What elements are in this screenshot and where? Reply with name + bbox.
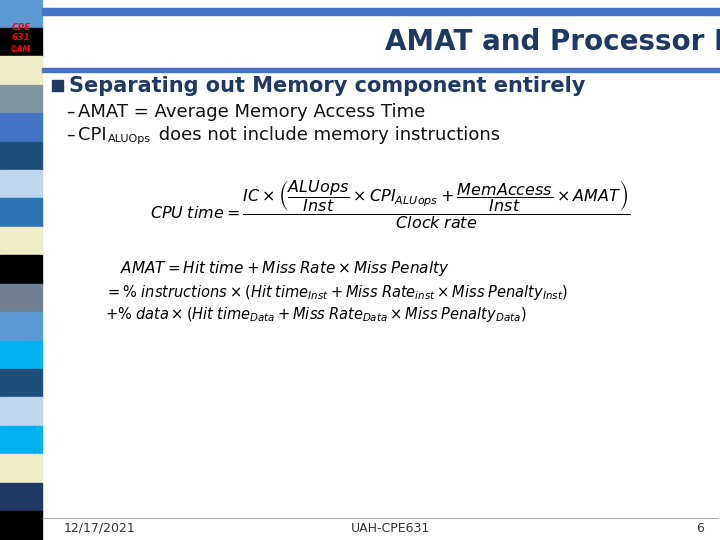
Text: –: – (66, 126, 74, 144)
Bar (0, 198, 42, 227)
Text: 631: 631 (12, 33, 30, 43)
Bar (42, 68, 720, 72)
Bar (52, 80, 63, 91)
Text: –: – (66, 103, 74, 121)
Text: does not include memory instructions: does not include memory instructions (153, 126, 500, 144)
Bar (0, 170, 42, 199)
Text: ©AM: ©AM (10, 44, 32, 53)
Bar (0, 341, 42, 369)
Text: 12/17/2021: 12/17/2021 (64, 522, 136, 535)
Bar (0, 85, 42, 114)
Bar (0, 511, 42, 540)
Text: CPI: CPI (78, 126, 107, 144)
Bar (0, 369, 42, 398)
Bar (0, 312, 42, 341)
Bar (0, 284, 42, 313)
Text: AMAT and Processor Performance (cont’d): AMAT and Processor Performance (cont’d) (385, 28, 720, 56)
Bar (0, 454, 42, 483)
Bar (0, 255, 42, 284)
Text: AMAT = Average Memory Access Time: AMAT = Average Memory Access Time (78, 103, 426, 121)
Text: $+\%\;data \times (Hit\;time_{Data} + Miss\;Rate_{Data} \times Miss\;Penalty_{Da: $+\%\;data \times (Hit\;time_{Data} + Mi… (105, 306, 526, 325)
Bar (0, 141, 42, 171)
Text: $= \%\;instructions \times (Hit\;time_{Inst} + Miss\;Rate_{inst} \times Miss\;Pe: $= \%\;instructions \times (Hit\;time_{I… (105, 282, 568, 301)
Bar (0, 227, 42, 256)
Text: ALUOps: ALUOps (108, 134, 151, 144)
Bar (0, 0, 42, 29)
Bar (0, 113, 42, 142)
Text: UAH-CPE631: UAH-CPE631 (351, 522, 430, 535)
Bar (42, 8, 720, 15)
Text: Separating out Memory component entirely: Separating out Memory component entirely (69, 76, 585, 96)
Bar (0, 28, 42, 57)
Text: 6: 6 (696, 522, 704, 535)
Bar (0, 426, 42, 455)
Bar (0, 397, 42, 426)
Text: $CPU\;time = \dfrac{IC \times \left(\dfrac{ALUops}{Inst} \times CPI_{ALUops} + \: $CPU\;time = \dfrac{IC \times \left(\dfr… (150, 179, 630, 232)
Text: $AMAT = Hit\;time + Miss\;Rate \times Miss\;Penalty$: $AMAT = Hit\;time + Miss\;Rate \times Mi… (120, 259, 450, 278)
Text: CPE: CPE (12, 23, 31, 31)
Bar (0, 483, 42, 511)
Bar (0, 56, 42, 85)
